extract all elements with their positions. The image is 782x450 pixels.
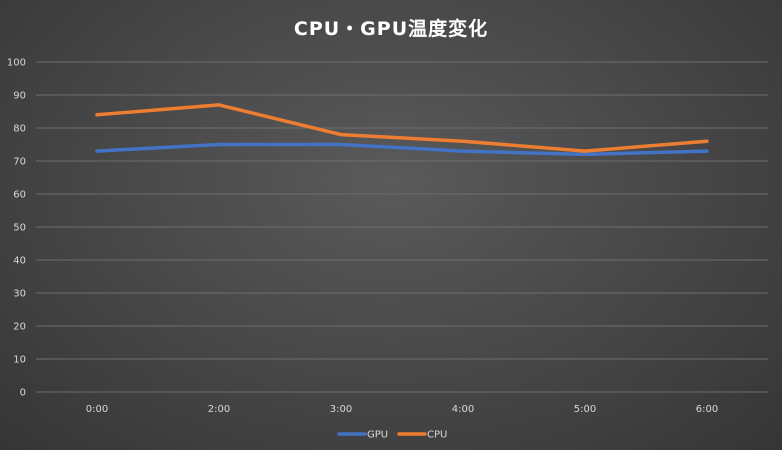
y-tick-label: 50 — [13, 223, 26, 234]
x-axis: 0:00 2:00 3:00 4:00 5:00 6:00 — [86, 404, 718, 415]
y-axis: 0 10 20 30 40 50 60 70 80 90 100 — [7, 58, 26, 399]
legend-label-gpu: GPU — [367, 430, 388, 441]
y-tick-label: 10 — [13, 355, 26, 366]
y-tick-label: 40 — [13, 256, 26, 267]
series-line-gpu — [95, 142, 709, 157]
legend: GPU CPU — [337, 430, 447, 441]
x-tick-label: 2:00 — [208, 404, 230, 415]
x-tick-label: 4:00 — [452, 404, 474, 415]
chart-title: CPU・GPU温度変化 — [293, 18, 489, 40]
y-tick-label: 60 — [13, 190, 26, 201]
series-lines — [95, 103, 709, 157]
x-tick-label: 6:00 — [696, 404, 718, 415]
y-tick-label: 90 — [13, 91, 26, 102]
y-tick-label: 100 — [7, 58, 26, 69]
y-tick-label: 0 — [20, 388, 26, 399]
series-line-cpu — [95, 103, 709, 153]
x-tick-label: 5:00 — [574, 404, 596, 415]
y-tick-label: 70 — [13, 157, 26, 168]
y-tick-label: 80 — [13, 124, 26, 135]
y-tick-label: 30 — [13, 289, 26, 300]
y-tick-label: 20 — [13, 322, 26, 333]
x-tick-label: 0:00 — [86, 404, 108, 415]
legend-label-cpu: CPU — [427, 430, 447, 441]
gridlines — [36, 61, 768, 393]
x-tick-label: 3:00 — [330, 404, 352, 415]
